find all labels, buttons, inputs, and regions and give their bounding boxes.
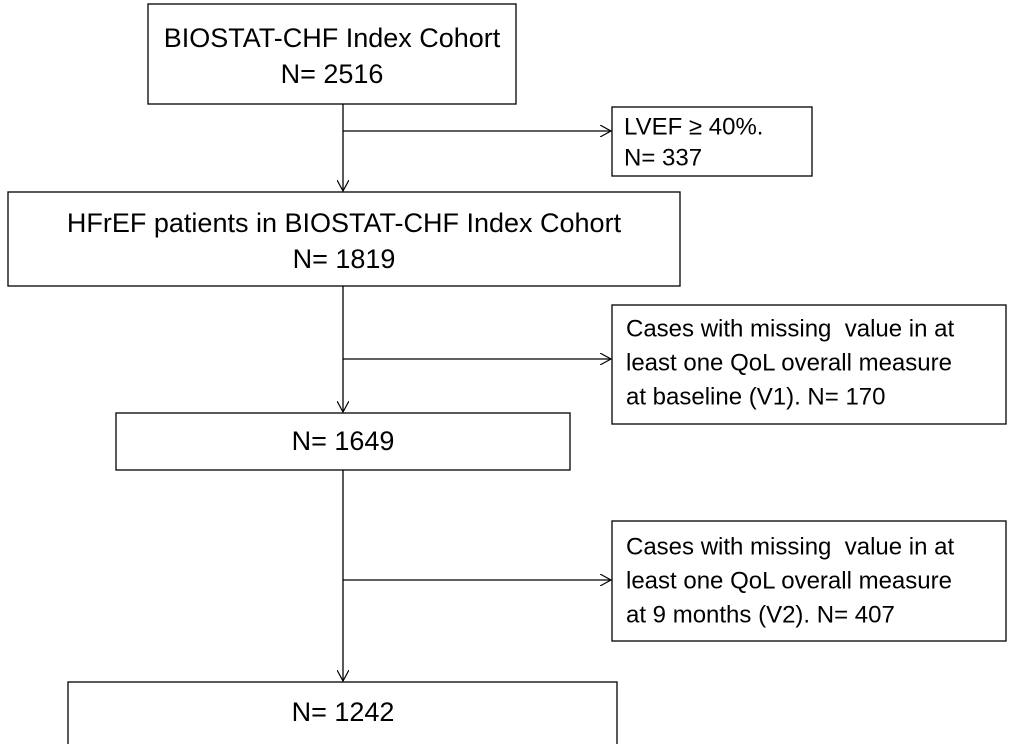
node-text: N= 1649 <box>292 426 395 456</box>
node-text: N= 1819 <box>293 244 396 274</box>
exclusion-text: least one QoL overall measure <box>626 349 952 376</box>
node-text: N= 2516 <box>281 59 384 89</box>
exclusion-text: at 9 months (V2). N= 407 <box>626 601 895 628</box>
exclusion-text: N= 337 <box>624 144 702 171</box>
exclusion-text: at baseline (V1). N= 170 <box>626 383 886 410</box>
exclusion-text: Cases with missing value in at <box>626 315 954 342</box>
node-text: BIOSTAT-CHF Index Cohort <box>164 23 501 53</box>
exclusion-box <box>611 106 813 177</box>
node-text: N= 1242 <box>292 697 395 727</box>
connectors <box>343 104 611 681</box>
exclusion-text: Cases with missing value in at <box>626 533 954 560</box>
exclusion-text: least one QoL overall measure <box>626 567 952 594</box>
node-box <box>147 3 517 105</box>
node-text: HFrEF patients in BIOSTAT-CHF Index Coho… <box>67 208 622 238</box>
node-box <box>115 412 571 471</box>
node-box <box>7 191 681 287</box>
node-box <box>67 681 618 744</box>
exclusion-box <box>611 304 1007 425</box>
exclusion-box <box>611 520 1007 642</box>
exclusion-text: LVEF ≥ 40%. <box>624 113 763 140</box>
